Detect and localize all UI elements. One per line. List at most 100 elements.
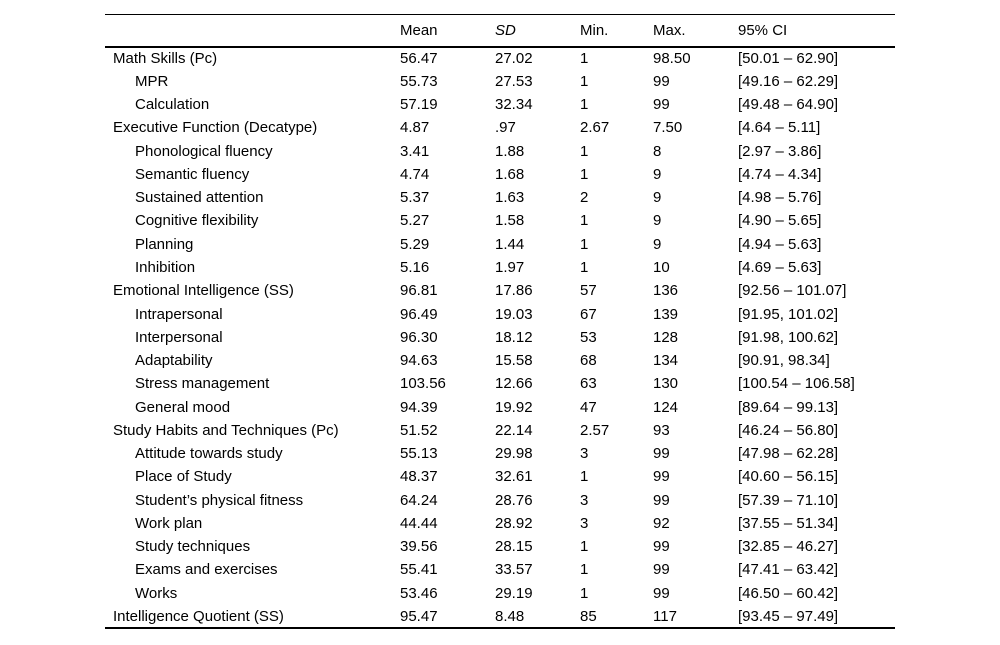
- row-label: Planning: [135, 235, 194, 253]
- table-row: Study techniques 39.56 28.15 1 99 [32.85…: [105, 535, 895, 558]
- cell-sd: 12.66: [495, 375, 533, 393]
- header-min: Min.: [580, 14, 653, 48]
- table-row: Emotional Intelligence (SS) 96.81 17.86 …: [105, 279, 895, 302]
- cell-ci: [4.69 – 5.63]: [738, 259, 822, 277]
- row-label: Intrapersonal: [135, 305, 223, 323]
- cell-max: 139: [653, 305, 679, 323]
- cell-ci: [57.39 – 71.10]: [738, 491, 839, 509]
- cell-mean: 103.56: [400, 375, 446, 393]
- cell-sd: 27.53: [495, 72, 533, 90]
- cell-min: 2.57: [580, 421, 610, 439]
- cell-sd: 32.61: [495, 468, 533, 486]
- row-label: Work plan: [135, 514, 203, 532]
- cell-max: 9: [653, 212, 662, 230]
- table-row: Phonological fluency 3.41 1.88 1 8 [2.97…: [105, 140, 895, 163]
- table-row: Math Skills (Pc) 56.47 27.02 1 98.50 [50…: [105, 47, 895, 70]
- cell-sd: 28.15: [495, 538, 533, 556]
- cell-max: 9: [653, 189, 662, 207]
- table-row: Planning 5.29 1.44 1 9 [4.94 – 5.63]: [105, 233, 895, 256]
- table-body: Math Skills (Pc) 56.47 27.02 1 98.50 [50…: [105, 47, 895, 629]
- cell-mean: 53.46: [400, 584, 438, 602]
- table-row: Calculation 57.19 32.34 1 99 [49.48 – 64…: [105, 93, 895, 116]
- cell-sd: 28.92: [495, 514, 533, 532]
- cell-ci: [4.64 – 5.11]: [738, 119, 821, 137]
- cell-mean: 57.19: [400, 96, 438, 114]
- row-label: Emotional Intelligence (SS): [113, 282, 294, 300]
- row-label: Phonological fluency: [135, 142, 273, 160]
- cell-max: 9: [653, 165, 662, 183]
- row-label: Exams and exercises: [135, 561, 278, 579]
- cell-min: 1: [580, 235, 589, 253]
- cell-min: 63: [580, 375, 597, 393]
- cell-ci: [40.60 – 56.15]: [738, 468, 839, 486]
- table-row: Work plan 44.44 28.92 3 92 [37.55 – 51.3…: [105, 512, 895, 535]
- cell-max: 99: [653, 445, 670, 463]
- cell-mean: 5.27: [400, 212, 430, 230]
- cell-max: 99: [653, 584, 670, 602]
- row-label: Calculation: [135, 96, 210, 114]
- cell-mean: 5.29: [400, 235, 430, 253]
- cell-sd: 32.34: [495, 96, 533, 114]
- cell-ci: [46.50 – 60.42]: [738, 584, 839, 602]
- cell-mean: 64.24: [400, 491, 438, 509]
- cell-sd: 1.68: [495, 165, 525, 183]
- cell-ci: [91.95, 101.02]: [738, 305, 839, 323]
- cell-min: 1: [580, 468, 589, 486]
- cell-mean: 96.30: [400, 328, 438, 346]
- cell-ci: [47.41 – 63.42]: [738, 561, 839, 579]
- cell-mean: 5.37: [400, 189, 430, 207]
- cell-ci: [37.55 – 51.34]: [738, 514, 839, 532]
- cell-mean: 3.41: [400, 142, 430, 160]
- cell-max: 9: [653, 235, 662, 253]
- cell-mean: 5.16: [400, 259, 430, 277]
- cell-min: 67: [580, 305, 597, 323]
- row-label: Inhibition: [135, 259, 196, 277]
- cell-min: 1: [580, 561, 589, 579]
- cell-sd: 29.98: [495, 445, 533, 463]
- cell-ci: [47.98 – 62.28]: [738, 445, 839, 463]
- cell-mean: 44.44: [400, 514, 438, 532]
- cell-min: 1: [580, 212, 589, 230]
- row-label: Executive Function (Decatype): [113, 119, 318, 137]
- cell-mean: 94.63: [400, 352, 438, 370]
- header-max: Max.: [653, 14, 738, 48]
- cell-min: 68: [580, 352, 597, 370]
- table-row: Stress management 103.56 12.66 63 130 [1…: [105, 372, 895, 395]
- row-label: Place of Study: [135, 468, 232, 486]
- cell-sd: 8.48: [495, 607, 525, 625]
- cell-ci: [49.16 – 62.29]: [738, 72, 839, 90]
- header-label: [105, 14, 400, 48]
- table-row: Exams and exercises 55.41 33.57 1 99 [47…: [105, 558, 895, 581]
- cell-min: 1: [580, 259, 589, 277]
- cell-mean: 55.13: [400, 445, 438, 463]
- cell-min: 2.67: [580, 119, 610, 137]
- header-ci: 95% CI: [738, 14, 895, 48]
- cell-min: 2: [580, 189, 589, 207]
- cell-ci: [91.98, 100.62]: [738, 328, 839, 346]
- cell-ci: [92.56 – 101.07]: [738, 282, 847, 300]
- table-row: Interpersonal 96.30 18.12 53 128 [91.98,…: [105, 326, 895, 349]
- cell-max: 92: [653, 514, 670, 532]
- cell-max: 134: [653, 352, 679, 370]
- table-row: Intelligence Quotient (SS) 95.47 8.48 85…: [105, 605, 895, 628]
- cell-max: 117: [653, 607, 677, 625]
- table-row: Adaptability 94.63 15.58 68 134 [90.91, …: [105, 349, 895, 372]
- cell-mean: 51.52: [400, 421, 438, 439]
- cell-min: 47: [580, 398, 597, 416]
- cell-sd: 1.63: [495, 189, 525, 207]
- stats-table: Mean SD Min. Max. 95% CI Math Skills (Pc…: [105, 14, 895, 630]
- cell-mean: 48.37: [400, 468, 438, 486]
- row-label: Stress management: [135, 375, 270, 393]
- row-label: Adaptability: [135, 352, 213, 370]
- cell-max: 99: [653, 468, 670, 486]
- cell-sd: 29.19: [495, 584, 533, 602]
- table-row: Attitude towards study 55.13 29.98 3 99 …: [105, 442, 895, 465]
- table-row: Inhibition 5.16 1.97 1 10 [4.69 – 5.63]: [105, 256, 895, 279]
- row-label: Study techniques: [135, 538, 251, 556]
- cell-max: 10: [653, 259, 670, 277]
- cell-sd: 1.58: [495, 212, 525, 230]
- table-row: Works 53.46 29.19 1 99 [46.50 – 60.42]: [105, 582, 895, 605]
- cell-min: 1: [580, 584, 589, 602]
- table-row: Semantic fluency 4.74 1.68 1 9 [4.74 – 4…: [105, 163, 895, 186]
